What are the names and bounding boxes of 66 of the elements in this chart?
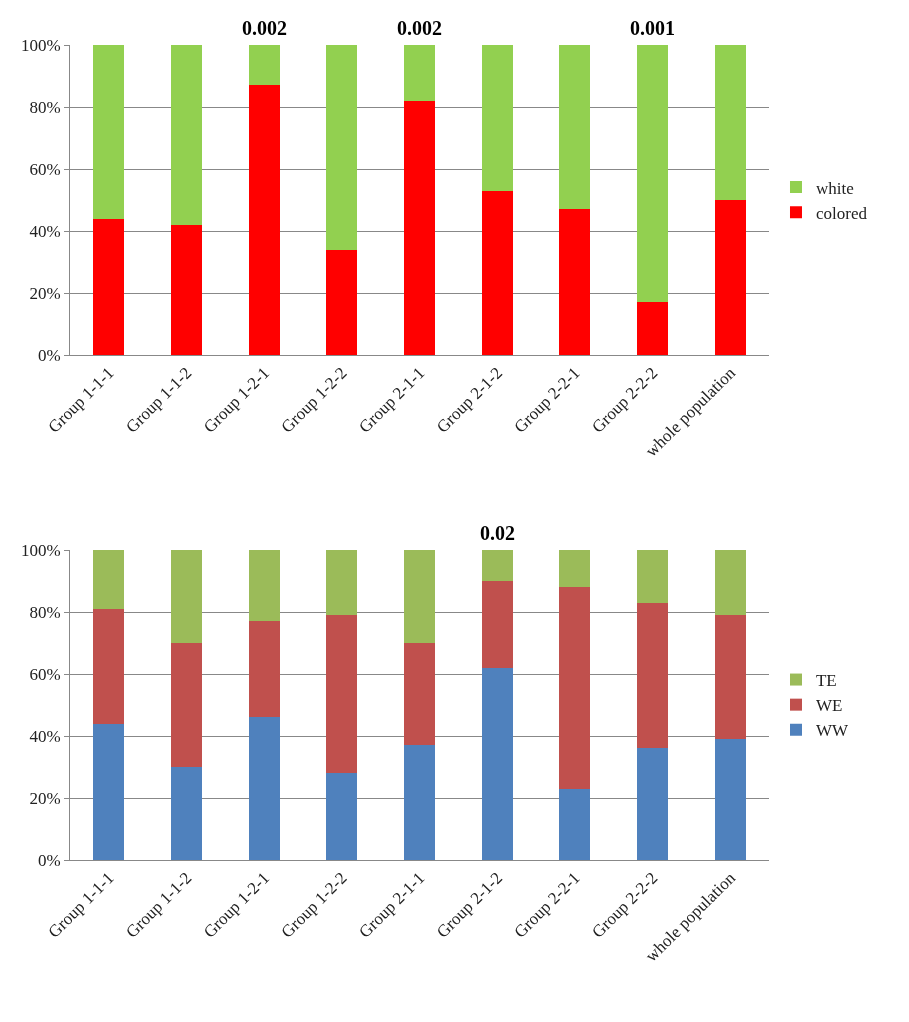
bar	[636, 302, 669, 355]
bar	[93, 218, 125, 355]
bar	[248, 45, 280, 86]
bar	[248, 621, 280, 718]
bar	[403, 100, 436, 355]
annotation: 0.002	[242, 17, 287, 39]
bar	[559, 45, 591, 210]
annotation: 0.001	[630, 17, 675, 39]
bar	[714, 615, 746, 740]
bar	[559, 550, 591, 588]
bar	[636, 550, 669, 603]
y-tick-label: 20%	[29, 788, 61, 808]
bar	[481, 667, 513, 860]
bar	[170, 550, 203, 643]
bar	[248, 85, 280, 355]
bar	[326, 615, 358, 774]
y-tick-label: 40%	[29, 221, 61, 241]
annotation: 0.02	[480, 522, 515, 544]
bar	[326, 550, 358, 616]
bar	[326, 45, 358, 250]
bar	[403, 643, 436, 746]
bar	[636, 602, 669, 749]
bar	[248, 550, 280, 622]
bar	[559, 587, 591, 789]
bar	[403, 745, 436, 860]
bar	[481, 581, 513, 668]
y-tick-label: 0%	[37, 345, 61, 365]
bar	[559, 788, 591, 860]
legend-label: colored	[815, 203, 868, 223]
bar	[559, 209, 591, 355]
bar	[326, 249, 358, 355]
bar	[714, 45, 746, 200]
y-tick-label: 80%	[29, 97, 61, 117]
bar	[714, 739, 746, 860]
bar	[636, 45, 669, 303]
y-tick-label: 40%	[29, 726, 61, 746]
bar	[481, 190, 513, 355]
legend-label: WE	[815, 696, 843, 716]
bar	[170, 767, 203, 860]
bar	[714, 200, 746, 355]
bar	[403, 45, 436, 101]
bar	[170, 224, 203, 355]
legend-label: WW	[815, 721, 850, 741]
y-tick-label: 100%	[20, 35, 61, 55]
y-tick-label: 60%	[29, 159, 61, 179]
legend-label: white	[815, 178, 854, 198]
bar	[481, 550, 513, 581]
bar	[248, 717, 280, 860]
bar	[170, 643, 203, 767]
y-tick-label: 100%	[20, 540, 61, 560]
bar	[93, 45, 125, 219]
bar	[481, 45, 513, 191]
bar	[93, 550, 125, 609]
bar	[93, 723, 125, 860]
bar	[93, 608, 125, 724]
y-tick-label: 80%	[29, 602, 61, 622]
y-tick-label: 20%	[29, 283, 61, 303]
bar	[326, 773, 358, 860]
y-tick-label: 60%	[29, 664, 61, 684]
annotation: 0.002	[397, 17, 442, 39]
bar	[403, 550, 436, 643]
bar	[636, 748, 669, 860]
y-tick-label: 0%	[37, 850, 61, 870]
bar	[170, 45, 203, 225]
bar	[714, 550, 746, 616]
legend-label: TE	[815, 671, 837, 691]
